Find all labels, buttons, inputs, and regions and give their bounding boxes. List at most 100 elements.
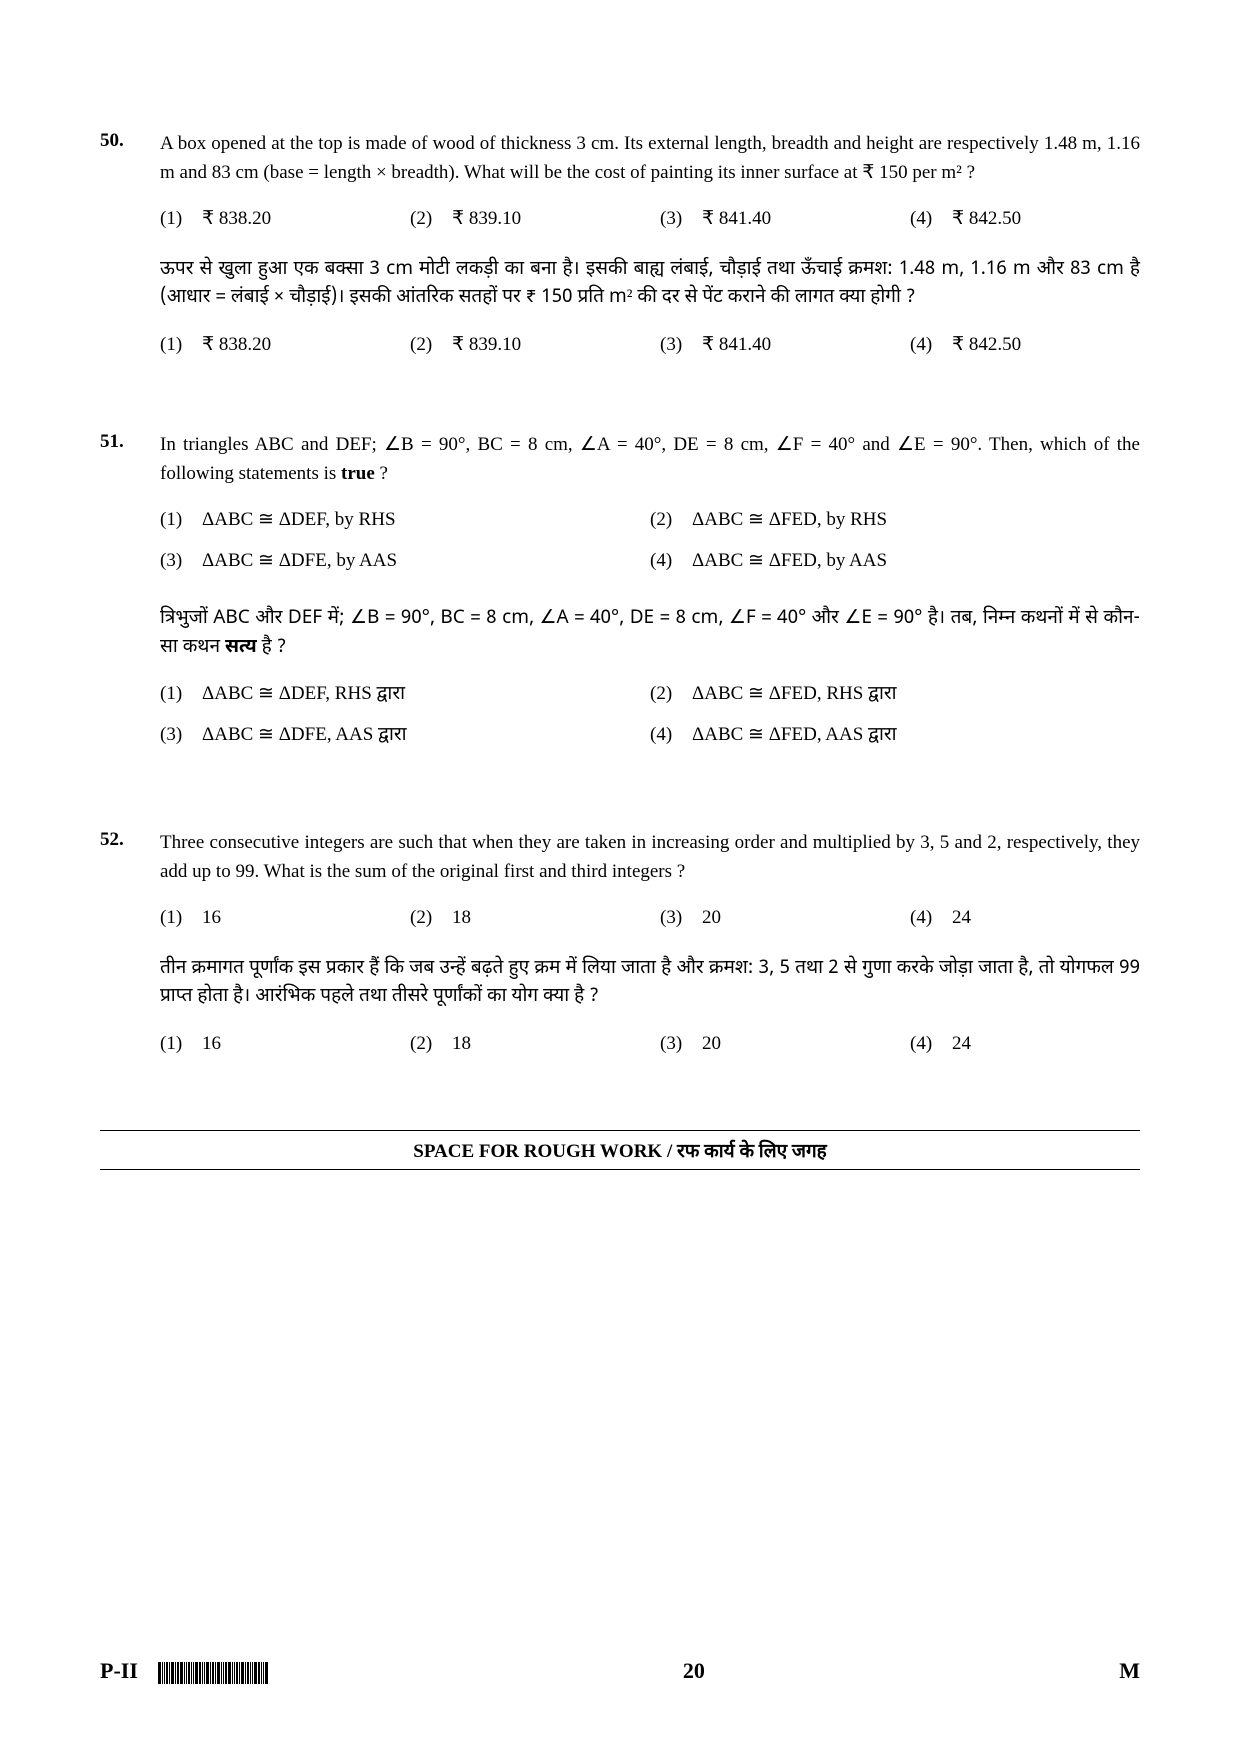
option-text: ₹ 839.10 [452, 205, 521, 234]
option: (1) ₹ 838.20 [160, 331, 390, 360]
option-text: ₹ 839.10 [452, 331, 521, 360]
option: (1) ΔABC ≅ ΔDEF, by RHS [160, 506, 650, 535]
option: (4) 24 [910, 1030, 1140, 1059]
option: (4) ₹ 842.50 [910, 205, 1140, 234]
barcode-icon [158, 1662, 268, 1684]
option-number: (2) [410, 1030, 440, 1059]
option-text: ₹ 841.40 [702, 205, 771, 234]
question-body: A box opened at the top is made of wood … [160, 130, 1140, 381]
question-text-hindi: तीन क्रमागत पूर्णांक इस प्रकार हैं कि जब… [160, 955, 1140, 1012]
option-text: 16 [202, 1030, 221, 1059]
option-text: ΔABC ≅ ΔDFE, AAS द्वारा [202, 721, 407, 750]
option-text: 24 [952, 1030, 971, 1059]
option-number: (4) [910, 331, 940, 360]
paper-code: P-II [100, 1658, 138, 1683]
option-text: ΔABC ≅ ΔFED, AAS द्वारा [692, 721, 897, 750]
option-number: (3) [160, 721, 190, 750]
option-text: ΔABC ≅ ΔFED, by AAS [692, 547, 887, 576]
option: (1) ΔABC ≅ ΔDEF, RHS द्वारा [160, 680, 650, 709]
option: (3) 20 [660, 904, 890, 933]
option-number: (1) [160, 331, 190, 360]
question-body: In triangles ABC and DEF; ∠B = 90°, BC =… [160, 431, 1140, 779]
question: 50. A box opened at the top is made of wo… [100, 130, 1140, 381]
option: (2) 18 [410, 904, 640, 933]
option-number: (1) [160, 1030, 190, 1059]
options-english: (1) ₹ 838.20 (2) ₹ 839.10 (3) ₹ 841.40 (4) ₹ 84… [160, 205, 1140, 234]
question-number: 51. [100, 431, 140, 779]
option-text: 20 [702, 1030, 721, 1059]
option-number: (3) [160, 547, 190, 576]
option: (3) ₹ 841.40 [660, 205, 890, 234]
option-text: ₹ 841.40 [702, 331, 771, 360]
option-number: (3) [660, 331, 690, 360]
question-text-english: In triangles ABC and DEF; ∠B = 90°, BC =… [160, 431, 1140, 488]
page-number: 20 [683, 1658, 705, 1684]
set-code: M [1119, 1658, 1140, 1684]
option-number: (1) [160, 904, 190, 933]
option-number: (4) [910, 1030, 940, 1059]
option-text: ΔABC ≅ ΔDEF, by RHS [202, 506, 396, 535]
option-number: (2) [650, 506, 680, 535]
option-text: 20 [702, 904, 721, 933]
question-number: 52. [100, 829, 140, 1080]
option: (1) ₹ 838.20 [160, 205, 390, 234]
option: (4) ΔABC ≅ ΔFED, AAS द्वारा [650, 721, 1140, 750]
option-number: (4) [910, 904, 940, 933]
option: (2) 18 [410, 1030, 640, 1059]
option-text: ₹ 842.50 [952, 205, 1021, 234]
option-text: ΔABC ≅ ΔFED, RHS द्वारा [692, 680, 897, 709]
questions-container: 50. A box opened at the top is made of wo… [100, 130, 1140, 1080]
option: (3) 20 [660, 1030, 890, 1059]
option: (3) ΔABC ≅ ΔDFE, AAS द्वारा [160, 721, 650, 750]
option: (3) ₹ 841.40 [660, 331, 890, 360]
question-text-hindi: ऊपर से खुला हुआ एक बक्सा 3 cm मोटी लकड़ी… [160, 256, 1140, 313]
option: (4) ΔABC ≅ ΔFED, by AAS [650, 547, 1140, 576]
option-text: ₹ 842.50 [952, 331, 1021, 360]
option-number: (2) [650, 680, 680, 709]
question-text-english: Three consecutive integers are such that… [160, 829, 1140, 886]
question-text-english: A box opened at the top is made of wood … [160, 130, 1140, 187]
option: (3) ΔABC ≅ ΔDFE, by AAS [160, 547, 650, 576]
option: (2) ΔABC ≅ ΔFED, RHS द्वारा [650, 680, 1140, 709]
option-text: ₹ 838.20 [202, 205, 271, 234]
option-number: (4) [650, 547, 680, 576]
option-number: (4) [650, 721, 680, 750]
option-text: ΔABC ≅ ΔDFE, by AAS [202, 547, 397, 576]
option-number: (1) [160, 506, 190, 535]
question-body: Three consecutive integers are such that… [160, 829, 1140, 1080]
option-text: ₹ 838.20 [202, 331, 271, 360]
question-text-hindi: त्रिभुजों ABC और DEF में; ∠B = 90°, BC =… [160, 605, 1140, 662]
options-english: (1) ΔABC ≅ ΔDEF, by RHS (2) ΔABC ≅ ΔFED, by… [160, 506, 1140, 587]
option-text: 18 [452, 1030, 471, 1059]
option-number: (1) [160, 680, 190, 709]
option-number: (2) [410, 205, 440, 234]
option-number: (3) [660, 904, 690, 933]
option-number: (3) [660, 1030, 690, 1059]
option: (4) 24 [910, 904, 1140, 933]
options-hindi: (1) ΔABC ≅ ΔDEF, RHS द्वारा (2) ΔABC ≅ ΔFED… [160, 680, 1140, 761]
option-text: 24 [952, 904, 971, 933]
option: (1) 16 [160, 1030, 390, 1059]
options-hindi: (1) ₹ 838.20 (2) ₹ 839.10 (3) ₹ 841.40 (4) ₹ 84… [160, 331, 1140, 360]
question-number: 50. [100, 130, 140, 381]
option-number: (2) [410, 904, 440, 933]
option: (1) 16 [160, 904, 390, 933]
options-hindi: (1) 16 (2) 18 (3) 20 (4) 24 [160, 1030, 1140, 1059]
option-text: ΔABC ≅ ΔFED, by RHS [692, 506, 887, 535]
option: (2) ₹ 839.10 [410, 331, 640, 360]
option-number: (2) [410, 331, 440, 360]
question: 52. Three consecutive integers are such t… [100, 829, 1140, 1080]
option-number: (3) [660, 205, 690, 234]
option-number: (1) [160, 205, 190, 234]
option-text: 18 [452, 904, 471, 933]
option-number: (4) [910, 205, 940, 234]
option-text: ΔABC ≅ ΔDEF, RHS द्वारा [202, 680, 405, 709]
option-text: 16 [202, 904, 221, 933]
question: 51. In triangles ABC and DEF; ∠B = 90°, B… [100, 431, 1140, 779]
option: (2) ₹ 839.10 [410, 205, 640, 234]
footer-left: P-II [100, 1658, 268, 1684]
option: (2) ΔABC ≅ ΔFED, by RHS [650, 506, 1140, 535]
option: (4) ₹ 842.50 [910, 331, 1140, 360]
page-footer: P-II 20 M [100, 1658, 1140, 1684]
options-english: (1) 16 (2) 18 (3) 20 (4) 24 [160, 904, 1140, 933]
